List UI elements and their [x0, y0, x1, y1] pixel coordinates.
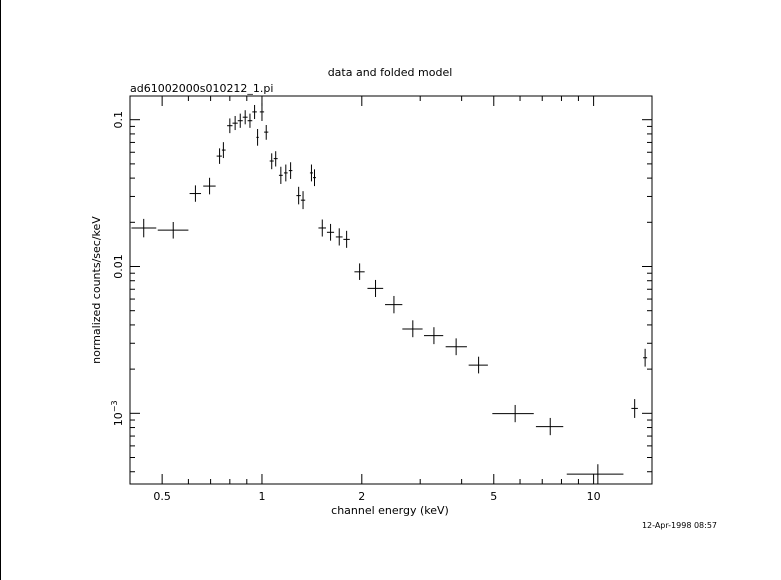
x-tick-label: 1: [258, 490, 265, 503]
data-point: [247, 113, 253, 128]
y-tick-label: 0.1: [112, 111, 125, 129]
data-point: [256, 129, 259, 146]
plot-frame: [129, 95, 653, 485]
x-tick-label: 5: [490, 490, 497, 503]
data-point: [237, 113, 243, 128]
data-point: [288, 162, 293, 179]
x-tick-label: 10: [587, 490, 601, 503]
data-point: [252, 104, 257, 120]
data-point: [367, 279, 384, 297]
chart-subtitle: ad61002000s010212_1.pi: [130, 82, 273, 95]
data-point: [643, 348, 648, 367]
data-point: [566, 464, 624, 484]
data-point: [535, 417, 564, 436]
data-point: [385, 295, 403, 314]
data-point: [131, 218, 157, 238]
data-point: [335, 228, 343, 246]
data-point: [157, 221, 189, 239]
data-point: [318, 219, 327, 237]
x-axis-tick-labels: 0.5 1 2 5 10: [153, 490, 600, 503]
data-point: [326, 223, 335, 241]
data-point: [227, 118, 233, 134]
data-point: [232, 115, 238, 131]
y-axis-ticks: [130, 119, 652, 473]
data-point: [278, 166, 283, 184]
data-point: [264, 125, 269, 140]
data-point: [402, 320, 423, 338]
x-axis-ticks: [129, 96, 595, 484]
data-point: [309, 164, 313, 182]
x-axis-label: channel energy (keV): [331, 504, 449, 517]
y-axis-tick-labels: 0.1 0.01 10−3: [110, 111, 125, 426]
data-point: [631, 399, 638, 418]
data-point: [189, 185, 202, 202]
x-tick-label: 0.5: [153, 490, 171, 503]
data-point: [343, 230, 350, 248]
data-point: [221, 142, 226, 159]
data-point: [312, 169, 316, 187]
timestamp: 12-Apr-1998 08:57: [642, 521, 717, 530]
data-point: [354, 263, 365, 280]
data-point: [492, 404, 534, 423]
data-point: [269, 153, 274, 170]
y-tick-label: 10−3: [110, 400, 125, 426]
data-point: [273, 151, 278, 167]
data-point: [468, 356, 488, 374]
data-point: [242, 110, 248, 125]
chart-title: data and folded model: [328, 66, 453, 79]
y-tick-label: 0.01: [112, 254, 125, 279]
data-point: [216, 148, 222, 164]
x-tick-label: 2: [358, 490, 365, 503]
y-axis-label: normalized counts/sec/keV: [90, 216, 103, 364]
data-points: [131, 102, 648, 484]
data-point: [259, 102, 265, 121]
data-point: [283, 164, 288, 182]
data-point: [296, 186, 301, 205]
data-point: [445, 338, 467, 356]
data-point: [203, 177, 216, 195]
data-point: [423, 327, 444, 345]
data-point: [300, 191, 306, 210]
